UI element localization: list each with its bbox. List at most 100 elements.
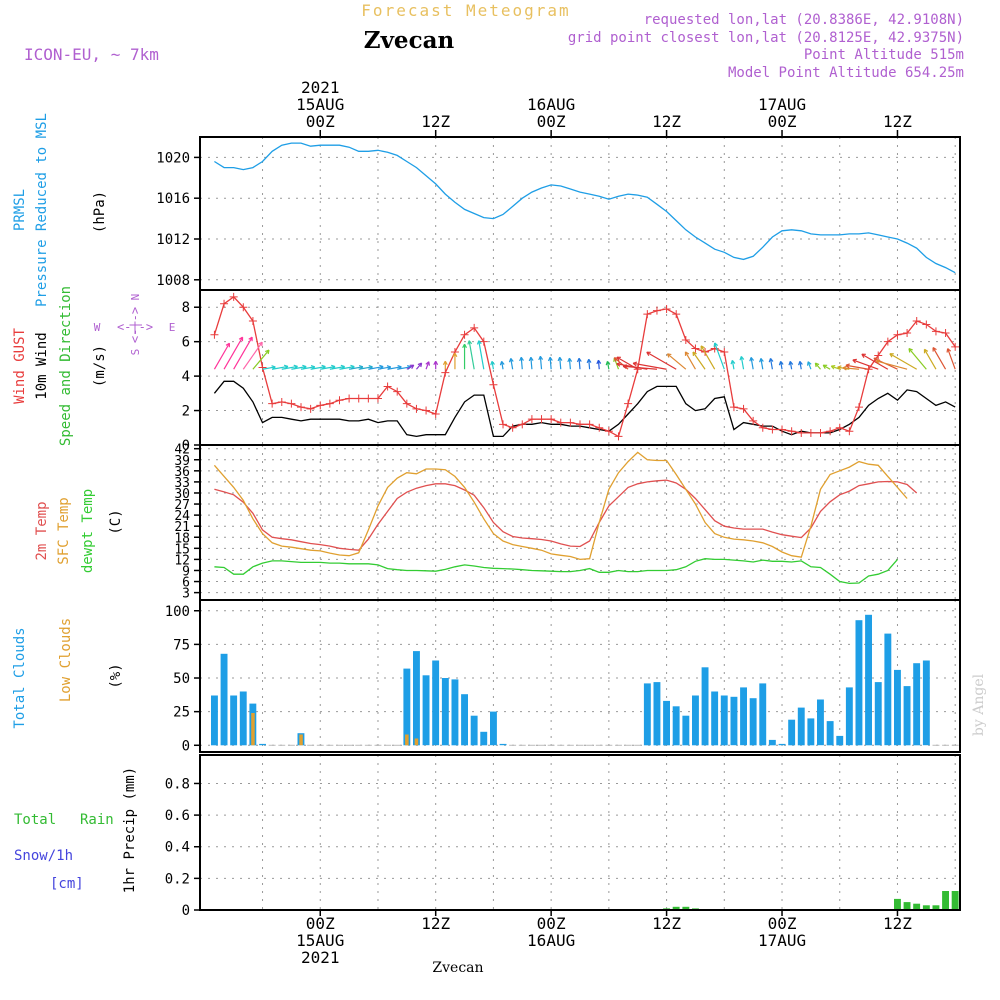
temp-label-dewpt: dewpt Temp [80, 489, 96, 573]
wind-arrow [842, 367, 860, 370]
footer-location: Zvecan [432, 960, 483, 976]
temp-label-2m: 2m Temp [34, 501, 50, 560]
precip-label-cm: [cm] [50, 876, 84, 892]
gust-marker [903, 329, 912, 338]
low-cloud-bar [299, 734, 303, 746]
wind-arrow-head [499, 360, 505, 366]
total-cloud-bar [701, 667, 709, 746]
plot-area: 1008101210161020024683691215182124273033… [156, 78, 961, 967]
top-time-label: 12Z [652, 112, 681, 131]
bottom-time-label: 12Z [883, 914, 912, 933]
wind-arrow-head [873, 357, 878, 362]
total-cloud-bar [865, 614, 872, 746]
gust-marker [643, 310, 652, 319]
wind-arrow-head [225, 342, 231, 348]
wind-label-10m: 10m Wind [34, 332, 50, 399]
wind-arrow [387, 366, 402, 370]
y-tick-label: 8 [182, 300, 190, 316]
total-cloud-bar [845, 687, 853, 746]
wind-arrow [468, 340, 475, 370]
wind-arrow-head [946, 348, 952, 353]
wind-arrow [606, 361, 610, 370]
svg-text:<-|->: <-|-> [128, 307, 142, 343]
gust-marker [268, 399, 277, 408]
y-tick-label: 33 [174, 476, 190, 491]
wind-arrow-head [822, 364, 828, 369]
wind-arrow [272, 365, 289, 370]
total-cloud-bar [730, 696, 738, 746]
sfc-temp-line [213, 451, 908, 561]
wind-arrow-head [508, 358, 514, 363]
gust-marker [691, 344, 700, 353]
total-cloud-bar [220, 653, 228, 746]
gust-marker [922, 320, 931, 329]
wind-arrow [831, 365, 840, 370]
bottom-time-label: 00Z [306, 914, 335, 933]
compass-icon: N S W E <-|-> <-|-> [94, 294, 176, 356]
gust-marker [239, 303, 248, 312]
precip-bar [922, 905, 930, 910]
temp-unit: (C) [108, 509, 124, 534]
wind-arrow-head [417, 362, 423, 368]
total-cloud-bar [740, 687, 747, 746]
wind-arrow-head [684, 351, 690, 356]
wind-arrow-head [433, 360, 439, 366]
wind-arrow [281, 365, 298, 370]
wind-arrow [242, 341, 263, 370]
y-tick-label: 0 [182, 903, 190, 919]
svg-text:<-|->: <-|-> [117, 320, 153, 334]
gust-marker [585, 420, 594, 429]
wind-arrow [700, 345, 716, 370]
wind-arrow-head [442, 360, 448, 366]
wind-arrow-head [528, 356, 534, 362]
gust-marker [248, 317, 257, 325]
total-cloud-bar [817, 699, 824, 746]
gust-marker [624, 399, 633, 408]
wind-arrow-head [616, 356, 621, 361]
wind-arrow [684, 351, 696, 370]
wind-arrow-head [837, 365, 842, 371]
bottom-time-label: 00Z [768, 914, 797, 933]
gust-marker [893, 330, 902, 339]
total-cloud-bar [797, 707, 805, 746]
gust-marker [883, 337, 892, 346]
gust-marker [489, 380, 498, 389]
gust-marker [662, 304, 671, 313]
gust-marker [306, 404, 315, 413]
wind-arrow-head [932, 347, 937, 352]
wind-arrow [714, 342, 725, 370]
wind-arrow-head [875, 359, 881, 365]
wind-arrow [530, 357, 533, 370]
wind-arrow [578, 358, 581, 370]
wind-arrow-head [557, 356, 563, 362]
wind-arrow-head [238, 336, 244, 342]
y-tick-label: 50 [173, 671, 190, 687]
wind-arrow-head [749, 357, 755, 362]
bottom-time-label: 16AUG [527, 931, 575, 950]
wind-arrow [947, 348, 956, 370]
bottom-time-label: 00Z [537, 914, 566, 933]
wind-arrow [559, 357, 562, 370]
wind-arrow-head [467, 340, 473, 345]
wind-arrow-head [519, 356, 524, 362]
precip-bar [913, 903, 921, 910]
model-label: ICON-EU, ~ 7km [24, 45, 159, 64]
gust-marker [835, 423, 844, 432]
y-tick-label: 3 [182, 587, 190, 602]
wind-arrow-head [713, 342, 719, 347]
wind-arrow-head [845, 363, 850, 369]
total-cloud-bar [788, 719, 796, 746]
wind-arrow [320, 366, 336, 370]
wind-arrow [769, 358, 773, 370]
gust-marker [373, 394, 382, 403]
pressure-label-prmsl: PRMSL [12, 189, 28, 231]
wind-arrow-head [586, 358, 592, 364]
total-cloud-bar [692, 695, 699, 746]
panel-border-pressure [199, 136, 961, 291]
total-cloud-bar [461, 694, 468, 746]
gust-marker [806, 428, 815, 437]
gust-marker [556, 418, 565, 427]
top-time-label: 15AUG [296, 95, 344, 114]
precip-label-rain: Rain [80, 812, 114, 828]
total-cloud-bar [894, 669, 901, 746]
